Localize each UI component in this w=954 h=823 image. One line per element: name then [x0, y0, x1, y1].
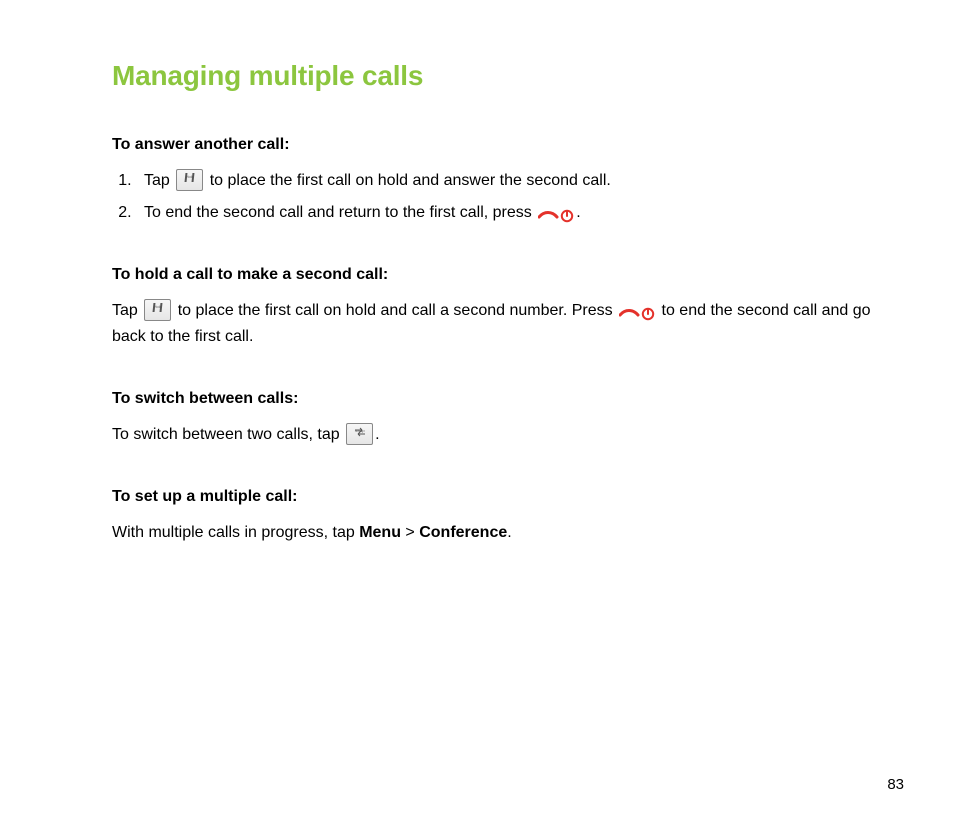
gt-separator: >	[401, 524, 419, 541]
section-hold: To hold a call to make a second call: Ta…	[112, 262, 894, 350]
hold-icon	[144, 299, 171, 321]
hold-mid: to place the first call on hold and call…	[173, 302, 617, 319]
switch-post: .	[375, 426, 379, 443]
end-call-icon	[538, 209, 574, 223]
answer-step-1-pre: Tap	[144, 172, 174, 189]
section-conference: To set up a multiple call: With multiple…	[112, 484, 894, 546]
heading-switch: To switch between calls:	[112, 386, 894, 412]
content-area: Managing multiple calls To answer anothe…	[112, 60, 894, 582]
page-number: 83	[887, 776, 904, 793]
section-answer: To answer another call: Tap to place the…	[112, 132, 894, 226]
conference-label: Conference	[419, 524, 507, 541]
conference-body: With multiple calls in progress, tap Men…	[112, 520, 894, 546]
answer-step-2-pre: To end the second call and return to the…	[144, 204, 536, 221]
hold-icon	[176, 169, 203, 191]
switch-body: To switch between two calls, tap .	[112, 422, 894, 448]
hold-pre: Tap	[112, 302, 142, 319]
answer-step-1: Tap to place the first call on hold and …	[136, 168, 894, 194]
answer-step-2-post: .	[576, 204, 580, 221]
conference-post: .	[507, 524, 511, 541]
heading-conference: To set up a multiple call:	[112, 484, 894, 510]
heading-hold: To hold a call to make a second call:	[112, 262, 894, 288]
menu-label: Menu	[359, 524, 401, 541]
answer-steps: Tap to place the first call on hold and …	[112, 168, 894, 226]
answer-step-1-post: to place the first call on hold and answ…	[205, 172, 611, 189]
document-page: Managing multiple calls To answer anothe…	[0, 0, 954, 823]
end-call-icon	[619, 307, 655, 321]
heading-answer: To answer another call:	[112, 132, 894, 158]
page-title: Managing multiple calls	[112, 60, 894, 92]
conference-pre: With multiple calls in progress, tap	[112, 524, 359, 541]
answer-step-2: To end the second call and return to the…	[136, 200, 894, 226]
swap-icon	[346, 423, 373, 445]
hold-body: Tap to place the first call on hold and …	[112, 298, 894, 350]
switch-pre: To switch between two calls, tap	[112, 426, 344, 443]
section-switch: To switch between calls: To switch betwe…	[112, 386, 894, 448]
